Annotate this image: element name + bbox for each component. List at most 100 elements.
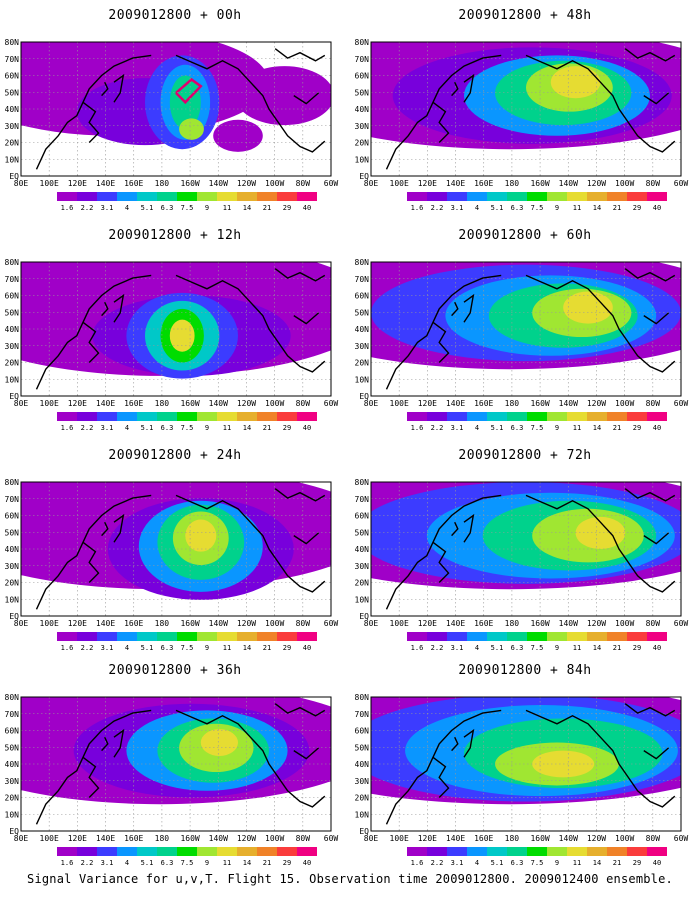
colorbar-swatch [447,847,467,856]
panel-60h: 2009012800 + 60h EQ 10N 20N 30N 40N 50N 60N 70N… [355,228,695,433]
coastline [101,81,109,97]
figure-caption: Signal Variance for u,v,T. Flight 15. Ob… [27,872,673,886]
colorbar-tick-label: 21 [263,204,271,212]
lat-tick-label: 20N [355,794,369,803]
colorbar-swatch [157,632,177,641]
coastline [101,521,109,537]
lon-tick-label: 80E [364,179,379,188]
colorbar-swatch [507,847,527,856]
lon-tick-label: 120E [68,834,87,843]
colorbar-tick-label: 11 [223,424,231,432]
map-36h: EQ 10N 20N 30N 40N 50N 60N 70N 80N 80E 100E 120E 140… [5,693,338,867]
lat-tick-label: 70N [355,55,369,64]
colorbar-swatch [57,632,77,641]
lon-tick-label: 100W [265,619,284,628]
colorbar-tick-label: 29 [633,424,641,432]
lat-tick-label: 10N [355,810,369,819]
colorbar-tick-label: 6.3 [511,859,524,867]
colorbar-tick-label: 3.1 [451,424,464,432]
lon-tick-label: 80E [364,619,379,628]
coastline [624,488,676,502]
coastline [451,301,459,317]
lon-tick-label: 100E [40,619,59,628]
variance-contour [169,319,195,352]
colorbar-swatch [567,847,587,856]
lon-tick-label: 100E [40,834,59,843]
colorbar-swatch [177,632,197,641]
colorbar-tick-label: 9 [205,424,209,432]
lat-tick-label: 10N [355,375,369,384]
lon-tick-label: 140W [559,179,578,188]
variance-contour [185,519,217,552]
lat-tick-label: 40N [5,545,19,554]
colorbar-tick-label: 3.1 [101,424,114,432]
lon-tick-label: 160W [530,619,549,628]
coastline [274,48,326,62]
lat-tick-label: 30N [5,342,19,351]
colorbar-tick-label: 4 [125,644,129,652]
colorbar-swatch [257,192,277,201]
colorbar-tick-label: 6.3 [161,859,174,867]
lat-tick-label: 40N [5,760,19,769]
coastline [82,321,100,363]
lon-tick-label: 180 [155,179,170,188]
colorbar-tick-label: 2.2 [81,204,94,212]
colorbar-tick-label: 4 [475,644,479,652]
coastline [274,268,326,282]
colorbar-swatch [627,192,647,201]
colorbar-swatch [97,847,117,856]
lat-tick-label: 50N [5,88,19,97]
panel-title: 2009012800 + 60h [458,228,592,243]
lon-tick-label: 160W [530,179,549,188]
coastline [525,709,676,808]
lat-tick-label: 40N [5,325,19,334]
colorbar-swatch [407,192,427,201]
colorbar-tick-label: 3.1 [451,204,464,212]
panel-title: 2009012800 + 00h [108,8,242,23]
coastline [175,274,326,373]
lon-tick-label: 160E [474,399,493,408]
colorbar-tick-label: 2.2 [81,644,94,652]
lon-tick-label: 100E [390,399,409,408]
colorbar-swatch [487,847,507,856]
colorbar-swatch [197,192,217,201]
colorbar-swatch [527,847,547,856]
colorbar-tick-label: 29 [283,424,291,432]
colorbar-tick-label: 11 [573,424,581,432]
lon-tick-label: 80E [14,399,29,408]
coastline [175,494,326,593]
colorbar-tick-label: 40 [303,424,311,432]
panel-title: 2009012800 + 36h [108,663,242,678]
colorbar-swatch [587,632,607,641]
coastline [175,709,326,808]
panel-00h: 2009012800 + 00h EQ 10N 20N 30N 40N 50N 60N 70N… [5,8,345,213]
colorbar-tick-label: 1.6 [411,424,424,432]
map-60h: EQ 10N 20N 30N 40N 50N 60N 70N 80N 80E 100E 120E 140… [355,258,688,432]
lat-tick-label: 30N [5,777,19,786]
lat-tick-label: 30N [5,122,19,131]
colorbar-tick-label: 11 [223,204,231,212]
lat-tick-label: 60N [355,727,369,736]
lat-tick-label: EQ [9,172,19,181]
lat-tick-label: 60N [5,727,19,736]
colorbar-swatch [197,847,217,856]
coastline [385,709,502,825]
colorbar-tick-label: 4 [125,859,129,867]
lon-tick-label: 180 [505,619,520,628]
lon-tick-label: 80E [364,834,379,843]
lat-tick-label: 30N [355,777,369,786]
lat-tick-label: 70N [355,710,369,719]
lon-tick-label: 120W [237,399,256,408]
lon-tick-label: 160E [124,834,143,843]
colorbar-tick-label: 14 [593,424,601,432]
lat-tick-label: 10N [5,375,19,384]
lat-tick-label: EQ [359,612,369,621]
colorbar-tick-label: 9 [555,204,559,212]
colorbar-swatch [277,847,297,856]
lat-tick-label: 50N [355,743,369,752]
lon-tick-label: 80W [296,179,311,188]
coastline [432,756,450,798]
lon-tick-label: 100E [390,619,409,628]
lon-tick-label: 160E [474,834,493,843]
colorbar-swatch [467,847,487,856]
